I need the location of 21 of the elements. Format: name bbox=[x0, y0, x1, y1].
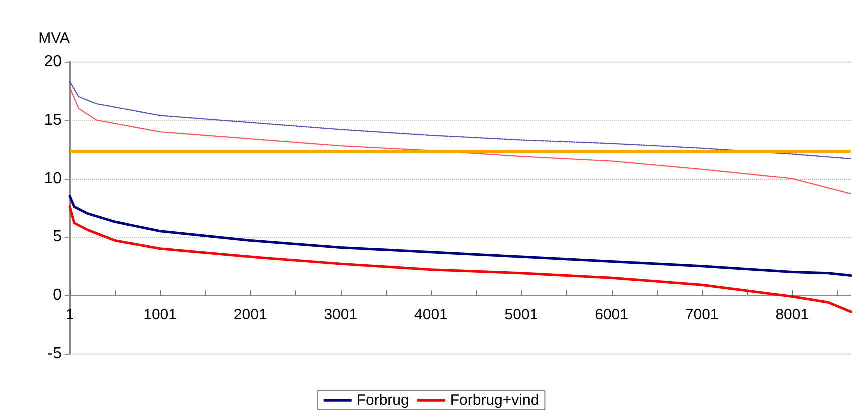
line-series bbox=[69, 81, 852, 160]
x-tick-label: 1001 bbox=[144, 306, 177, 324]
x-tick-label: 4001 bbox=[414, 306, 448, 324]
x-tick-label: 7001 bbox=[685, 306, 719, 324]
legend-label: Forbrug bbox=[356, 392, 410, 409]
y-axis-title: MVA bbox=[38, 30, 70, 47]
x-tick-label: 2001 bbox=[234, 306, 268, 324]
y-tick-label: 10 bbox=[44, 170, 62, 188]
x-tick-label: 6001 bbox=[595, 306, 628, 324]
legend-label: Forbrug+vind bbox=[450, 392, 540, 409]
x-tick-label: 5001 bbox=[504, 306, 538, 324]
x-tick-label: 8001 bbox=[776, 306, 810, 324]
y-tick-label: 15 bbox=[44, 112, 62, 129]
x-tick-label: 1 bbox=[66, 306, 74, 324]
y-tick-label: 5 bbox=[53, 228, 62, 246]
y-tick-label: 20 bbox=[44, 54, 62, 70]
line-series bbox=[69, 87, 852, 195]
y-tick-label: 0 bbox=[53, 287, 62, 304]
x-tick-label: 3001 bbox=[324, 306, 358, 324]
y-tick-label: -5 bbox=[48, 346, 62, 362]
line-series bbox=[68, 195, 852, 277]
